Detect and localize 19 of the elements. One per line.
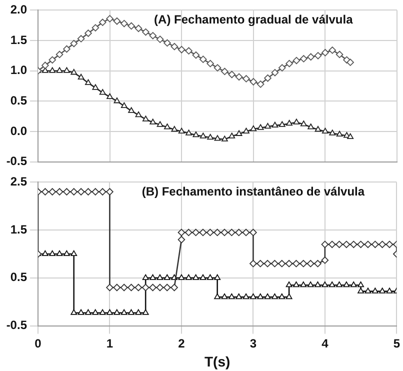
x-tick-label: 3 [250,336,257,350]
y-tick-label: 0.0 [10,124,28,138]
annotation: (A) Fechamento gradual de válvula [154,12,354,27]
annotation: (B) Fechamento instantâneo de válvula [142,184,365,199]
y-tick-label: 2.5 [10,174,28,189]
y-tick-label: 2.0 [10,2,28,17]
y-tick-label: -0.5 [6,318,28,332]
x-tick-label: 1 [106,336,114,350]
y-tick-label: 0.5 [10,93,28,108]
x-axis-title: T(s) [204,353,230,370]
y-tick-label: 0.5 [10,270,28,284]
y-tick-label: 1.5 [10,32,28,47]
x-tick-label: 0 [34,336,42,350]
x-tick-label: 4 [322,336,329,350]
y-tick-label: 1.0 [10,63,28,78]
x-tick-label: 2 [178,336,186,350]
y-tick-label: 1.5 [10,222,28,236]
y-tick-label: -0.5 [6,154,28,168]
x-tick-label: 5 [393,336,400,350]
